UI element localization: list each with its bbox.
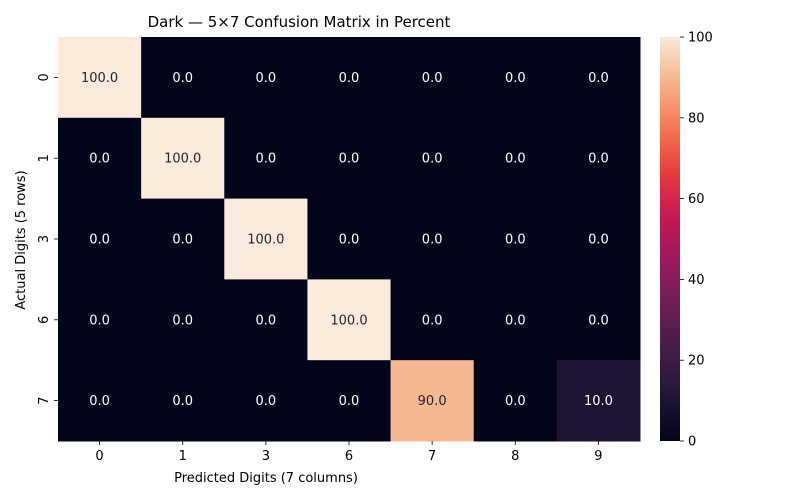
colorbar-tick-label: 80 (688, 111, 705, 126)
cell-value-label: 0.0 (422, 152, 443, 167)
cell-value-label: 0.0 (256, 152, 277, 167)
heatmap-cell (307, 117, 392, 200)
heatmap-cell (556, 37, 641, 119)
heatmap-cell (307, 198, 392, 280)
cell-value-label: 0.0 (339, 233, 360, 248)
cell-value-label: 0.0 (505, 152, 526, 167)
heatmap-cell (390, 360, 475, 442)
colorbar-tick-label: 100 (688, 31, 713, 46)
cell-value-label: 0.0 (172, 313, 193, 328)
heatmap-cell (473, 37, 558, 119)
cell-value-label: 0.0 (89, 152, 110, 167)
x-tick-label: 0 (95, 449, 103, 464)
cell-value-label: 0.0 (172, 233, 193, 248)
heatmap-cell (141, 198, 225, 280)
heatmap-cell (224, 37, 308, 119)
x-axis: 0 1 3 6 7 8 9 (95, 441, 603, 464)
heatmap-cell (307, 37, 392, 119)
cell-value-label: 0.0 (588, 152, 609, 167)
heatmap-cell (556, 360, 641, 442)
cell-value-label: 100.0 (81, 71, 118, 86)
y-tick-label: 0 (37, 73, 52, 81)
cell-value-label: 0.0 (89, 233, 110, 248)
cell-value-label: 0.0 (89, 394, 110, 409)
heatmap-cell (58, 279, 142, 361)
heatmap-cell (58, 37, 142, 119)
colorbar: 0 20 40 60 80 100 (660, 31, 713, 450)
heatmap-cell (390, 198, 475, 280)
x-axis-label: Predicted Digits (7 columns) (174, 471, 358, 486)
heatmap-cell (58, 360, 142, 442)
x-tick-label: 1 (179, 449, 187, 464)
heatmap-cell (556, 198, 641, 280)
heatmap-cell (58, 117, 142, 200)
colorbar-tick-label: 20 (688, 354, 705, 369)
heatmap-cell (473, 360, 558, 442)
cell-value-label: 0.0 (422, 71, 443, 86)
y-tick-label: 3 (37, 235, 52, 243)
heatmap-cell (556, 117, 641, 200)
x-tick-label: 3 (262, 449, 270, 464)
cell-value-label: 100.0 (330, 313, 367, 328)
cell-value-label: 0.0 (505, 394, 526, 409)
cell-value-label: 0.0 (588, 313, 609, 328)
heatmap-cell (224, 117, 308, 200)
heatmap-cell (307, 279, 392, 361)
colorbar-tick-label: 0 (688, 435, 696, 450)
cell-value-label: 10.0 (584, 394, 613, 409)
cell-value-label: 0.0 (505, 71, 526, 86)
heatmap-cell-labels: 100.0 0.0 0.0 0.0 0.0 0.0 0.0 0.0 100.0 0.0 0.0 0.0… (81, 71, 613, 409)
heatmap-cell (390, 37, 475, 119)
cell-value-label: 0.0 (339, 152, 360, 167)
heatmap-cell (473, 279, 558, 361)
cell-value-label: 0.0 (256, 313, 277, 328)
heatmap-cell (224, 360, 308, 442)
heatmap-cell (556, 279, 641, 361)
heatmap-cell (473, 198, 558, 280)
heatmap-cells (58, 37, 641, 442)
heatmap-cell (390, 279, 475, 361)
colorbar-tick-label: 40 (688, 273, 705, 288)
cell-value-label: 0.0 (505, 313, 526, 328)
y-tick-label: 7 (37, 396, 52, 404)
cell-value-label: 0.0 (256, 394, 277, 409)
cell-value-label: 0.0 (588, 233, 609, 248)
cell-value-label: 0.0 (422, 233, 443, 248)
heatmap-cell (224, 198, 308, 280)
cell-value-label: 0.0 (89, 313, 110, 328)
heatmap-cell (473, 117, 558, 200)
cell-value-label: 90.0 (418, 394, 447, 409)
heatmap-cell (307, 360, 392, 442)
colorbar-gradient (660, 37, 680, 441)
cell-value-label: 0.0 (256, 71, 277, 86)
cell-value-label: 0.0 (422, 313, 443, 328)
heatmap-cell (141, 37, 225, 119)
heatmap-cell (141, 117, 225, 200)
heatmap-cell (58, 198, 142, 280)
cell-value-label: 100.0 (164, 152, 201, 167)
cell-value-label: 0.0 (588, 71, 609, 86)
y-axis-label: Actual Digits (5 rows) (14, 170, 29, 309)
heatmap-cell (141, 360, 225, 442)
y-tick-label: 6 (37, 316, 52, 324)
cell-value-label: 0.0 (339, 71, 360, 86)
y-tick-label: 1 (37, 154, 52, 162)
heatmap-cell (224, 279, 308, 361)
cell-value-label: 0.0 (172, 71, 193, 86)
x-tick-label: 8 (511, 449, 519, 464)
cell-value-label: 100.0 (247, 233, 284, 248)
heatmap-cell (390, 117, 475, 200)
cell-value-label: 0.0 (505, 233, 526, 248)
x-tick-label: 6 (345, 449, 353, 464)
cell-value-label: 0.0 (339, 394, 360, 409)
heatmap-cell (141, 279, 225, 361)
colorbar-tick-label: 60 (688, 192, 705, 207)
y-axis: 0 1 3 6 7 (37, 73, 58, 405)
chart-title: Dark — 5×7 Confusion Matrix in Percent (148, 13, 451, 31)
x-tick-label: 9 (594, 449, 602, 464)
cell-value-label: 0.0 (172, 394, 193, 409)
x-tick-label: 7 (428, 449, 436, 464)
